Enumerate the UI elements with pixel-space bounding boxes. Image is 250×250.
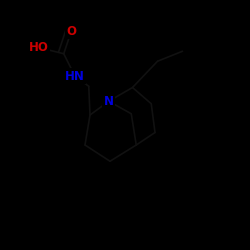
Text: HN: HN bbox=[65, 70, 85, 83]
Text: HO: HO bbox=[29, 41, 49, 54]
Text: O: O bbox=[66, 25, 76, 38]
Text: N: N bbox=[104, 95, 114, 108]
